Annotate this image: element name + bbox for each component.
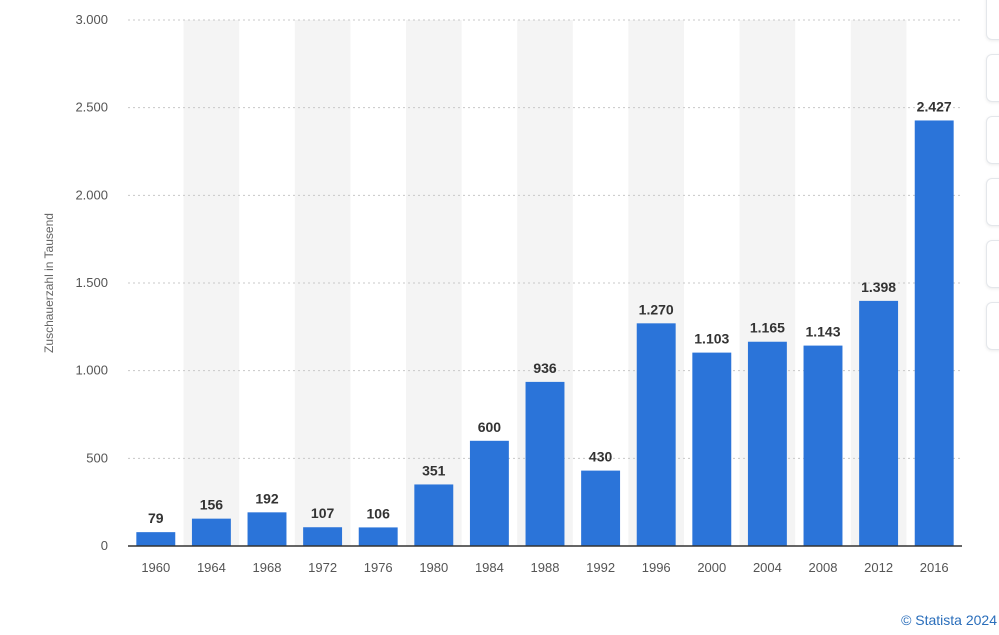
side-toolbar-button[interactable] [986, 54, 999, 102]
x-axis: 1960 1964 1968 1972 1976 1980 1984 1988 1992 1996… [141, 560, 948, 575]
bar-1992[interactable] [581, 470, 621, 546]
data-label-1976: 106 [367, 505, 391, 521]
side-toolbar-button[interactable] [986, 240, 999, 288]
x-tick-label: 2000 [697, 560, 726, 575]
bar-2004[interactable] [747, 341, 787, 546]
x-tick-label: 1964 [197, 560, 226, 575]
data-label-1972: 107 [311, 505, 335, 521]
x-tick-label: 1980 [419, 560, 448, 575]
y-tick-label: 2.500 [75, 100, 108, 115]
bar-1984[interactable] [469, 440, 509, 546]
y-axis-label: Zuschauerzahl in Tausend [42, 213, 56, 353]
data-label-1996: 1.270 [639, 301, 674, 317]
x-tick-label: 2008 [809, 560, 838, 575]
x-tick-label: 1960 [141, 560, 170, 575]
x-tick-label: 1992 [586, 560, 615, 575]
data-label-1988: 936 [533, 360, 557, 376]
x-tick-label: 1984 [475, 560, 504, 575]
data-label-2012: 1.398 [861, 279, 896, 295]
data-label-2016: 2.427 [917, 98, 952, 114]
bar-1972[interactable] [303, 527, 343, 546]
side-toolbar-button[interactable] [986, 178, 999, 226]
data-labels: 79 156 192 107 106 351 600 936 430 1.270 1.103 1.16… [148, 98, 952, 526]
y-tick-label: 3.000 [75, 12, 108, 27]
data-label-1992: 430 [589, 449, 613, 465]
data-label-1964: 156 [200, 497, 224, 513]
bar-2012[interactable] [859, 300, 899, 546]
source-credit[interactable]: © Statista 2024 [901, 612, 997, 628]
x-tick-label: 2012 [864, 560, 893, 575]
data-label-2000: 1.103 [694, 331, 729, 347]
x-tick-label: 1972 [308, 560, 337, 575]
data-label-1968: 192 [255, 490, 279, 506]
side-toolbar-button[interactable] [986, 0, 999, 40]
x-tick-label: 1976 [364, 560, 393, 575]
data-label-2004: 1.165 [750, 320, 785, 336]
x-tick-label: 2016 [920, 560, 949, 575]
bar-1968[interactable] [247, 512, 287, 546]
y-tick-label: 1.500 [75, 275, 108, 290]
bar-1976[interactable] [358, 527, 398, 546]
bar-2016[interactable] [914, 120, 954, 546]
bar-1960[interactable] [136, 532, 176, 546]
side-toolbar-button[interactable] [986, 116, 999, 164]
y-tick-label: 1.000 [75, 363, 108, 378]
x-tick-label: 1988 [531, 560, 560, 575]
y-axis: 0 500 1.000 1.500 2.000 2.500 3.000 [75, 12, 108, 553]
x-tick-label: 1968 [253, 560, 282, 575]
data-label-1984: 600 [478, 419, 502, 435]
y-tick-label: 0 [101, 538, 108, 553]
bars [136, 120, 954, 546]
bar-2008[interactable] [803, 345, 843, 546]
x-tick-label: 2004 [753, 560, 782, 575]
y-tick-label: 500 [86, 450, 108, 465]
data-label-1980: 351 [422, 462, 446, 478]
side-toolbar-button[interactable] [986, 302, 999, 350]
band-1964 [183, 20, 240, 546]
bar-1980[interactable] [414, 484, 454, 546]
y-tick-label: 2.000 [75, 187, 108, 202]
bar-1964[interactable] [191, 518, 231, 546]
x-tick-label: 1996 [642, 560, 671, 575]
bar-2000[interactable] [692, 352, 732, 546]
data-label-2008: 1.143 [805, 324, 840, 340]
data-label-1960: 79 [148, 510, 164, 526]
bar-1988[interactable] [525, 381, 565, 546]
bar-1996[interactable] [636, 323, 676, 546]
